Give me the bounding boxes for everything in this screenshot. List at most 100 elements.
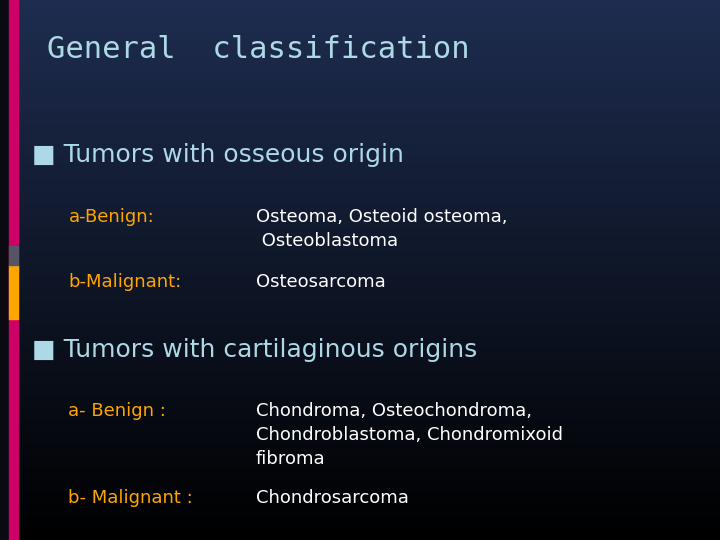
Bar — [0, 378, 720, 381]
Bar — [0, 348, 720, 351]
Bar — [0, 176, 720, 178]
Bar — [0, 446, 720, 448]
Bar — [0, 16, 720, 19]
Bar — [0, 481, 720, 483]
Bar — [0, 14, 720, 16]
Bar — [0, 524, 720, 526]
Bar — [0, 224, 720, 227]
Bar — [0, 284, 720, 286]
Bar — [0, 278, 720, 281]
Bar — [0, 313, 720, 316]
Bar — [0, 57, 720, 59]
Bar — [0, 435, 720, 437]
Bar — [0, 162, 720, 165]
Bar — [0, 373, 720, 375]
Text: b- Malignant :: b- Malignant : — [68, 489, 193, 507]
Bar — [0, 192, 720, 194]
Bar — [0, 113, 720, 116]
Bar — [0, 375, 720, 378]
Bar — [0, 211, 720, 213]
Bar — [0, 292, 720, 294]
Bar — [0, 76, 720, 78]
Bar — [0, 535, 720, 537]
Bar — [0, 362, 720, 364]
Bar — [0, 213, 720, 216]
Bar — [0, 132, 720, 135]
Bar — [0, 389, 720, 392]
Bar — [0, 46, 720, 49]
Bar — [0, 68, 720, 70]
Bar — [0, 154, 720, 157]
Bar — [0, 432, 720, 435]
Bar — [0, 138, 720, 140]
Bar — [0, 305, 720, 308]
Bar — [0, 327, 720, 329]
Bar — [0, 459, 720, 462]
Bar — [0, 413, 720, 416]
Bar — [0, 51, 720, 54]
Bar — [0, 286, 720, 289]
Bar — [0, 456, 720, 459]
Bar — [0, 97, 720, 100]
Bar — [0, 259, 720, 262]
Bar — [0, 119, 720, 122]
Bar — [0, 302, 720, 305]
Text: Chondrosarcoma: Chondrosarcoma — [256, 489, 408, 507]
Bar — [0, 81, 720, 84]
Bar — [0, 38, 720, 40]
Bar — [0, 518, 720, 521]
Bar — [0, 73, 720, 76]
Bar — [0, 386, 720, 389]
Bar — [0, 427, 720, 429]
Bar — [0, 208, 720, 211]
Bar — [0, 5, 720, 8]
Bar — [0, 483, 720, 486]
Bar — [9, 265, 18, 319]
Bar — [0, 300, 720, 302]
Text: Chondroma, Osteochondroma,
Chondroblastoma, Chondromixoid
fibroma: Chondroma, Osteochondroma, Chondroblasto… — [256, 402, 562, 468]
Bar — [0, 235, 720, 238]
Bar — [0, 437, 720, 440]
Bar — [0, 343, 720, 346]
Bar — [9, 246, 18, 265]
Bar — [0, 32, 720, 35]
Bar — [0, 248, 720, 251]
Bar — [0, 410, 720, 413]
Bar — [0, 89, 720, 92]
Bar — [0, 230, 720, 232]
Bar — [0, 200, 720, 202]
Bar — [0, 157, 720, 159]
Bar — [0, 189, 720, 192]
Bar — [0, 35, 720, 38]
Bar — [0, 429, 720, 432]
Bar — [0, 440, 720, 443]
Text: Osteoma, Osteoid osteoma,
 Osteoblastoma: Osteoma, Osteoid osteoma, Osteoblastoma — [256, 208, 507, 249]
Bar — [0, 256, 720, 259]
Bar — [0, 381, 720, 383]
Bar — [0, 486, 720, 489]
Bar — [0, 22, 720, 24]
Bar — [0, 186, 720, 189]
Bar — [0, 478, 720, 481]
Bar — [0, 321, 720, 324]
Bar — [0, 475, 720, 478]
Bar — [0, 502, 720, 505]
Bar — [0, 0, 720, 3]
Text: a-Benign:: a-Benign: — [68, 208, 154, 226]
Bar — [0, 472, 720, 475]
Bar — [0, 92, 720, 94]
Bar — [0, 84, 720, 86]
Bar — [0, 40, 720, 43]
Bar — [0, 310, 720, 313]
Bar — [0, 232, 720, 235]
Bar — [0, 70, 720, 73]
Bar — [0, 265, 720, 267]
Bar — [0, 165, 720, 167]
Bar — [0, 416, 720, 418]
Bar — [0, 329, 720, 332]
Bar — [0, 146, 720, 148]
Bar — [0, 221, 720, 224]
Bar — [0, 246, 720, 248]
Bar — [0, 324, 720, 327]
Bar — [0, 94, 720, 97]
